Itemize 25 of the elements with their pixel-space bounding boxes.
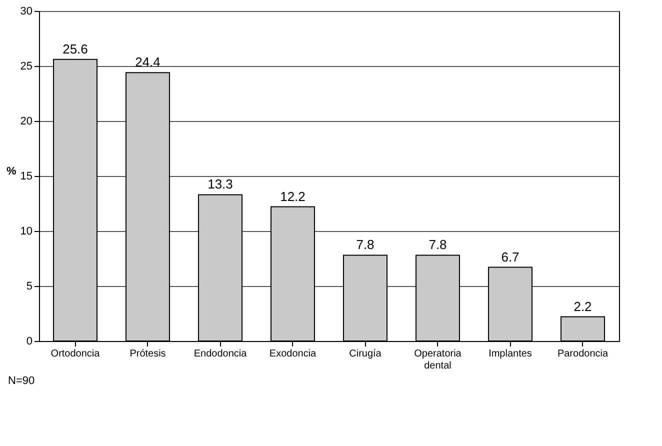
- x-tick-label: Parodoncia: [557, 348, 608, 360]
- y-tick-label: 0: [26, 336, 32, 348]
- data-label: 12.2: [280, 188, 306, 204]
- x-tick-label: Implantes: [488, 348, 532, 360]
- data-label: 24.4: [135, 54, 160, 70]
- x-tick-label: Endodoncia: [194, 348, 248, 360]
- text: N=90: [7, 375, 36, 387]
- data-label: 2.2: [574, 298, 592, 314]
- data-label: 25.6: [62, 41, 88, 56]
- data-label: 7.8: [356, 237, 374, 252]
- y-tick-label: 15: [20, 170, 32, 182]
- y-tick-label: 30: [20, 6, 32, 18]
- y-tick-label: 20: [20, 116, 32, 128]
- x-tick-label: Cirugía: [349, 348, 382, 360]
- x-tick-label: Ortodoncia: [50, 348, 100, 360]
- y-tick-label: 10: [20, 226, 32, 238]
- y-tick-label: 5: [26, 280, 32, 292]
- x-tick-label: Operatoria dental: [414, 348, 462, 372]
- x-tick-label: Exodoncia: [269, 348, 317, 360]
- y-axis-title: %: [6, 166, 16, 178]
- data-label: 7.8: [428, 237, 447, 252]
- y-tick-label: 25: [20, 60, 32, 72]
- data-label: 6.7: [501, 249, 520, 264]
- x-tick-label: Prótesis: [130, 348, 166, 360]
- data-label: 13.3: [208, 176, 233, 192]
